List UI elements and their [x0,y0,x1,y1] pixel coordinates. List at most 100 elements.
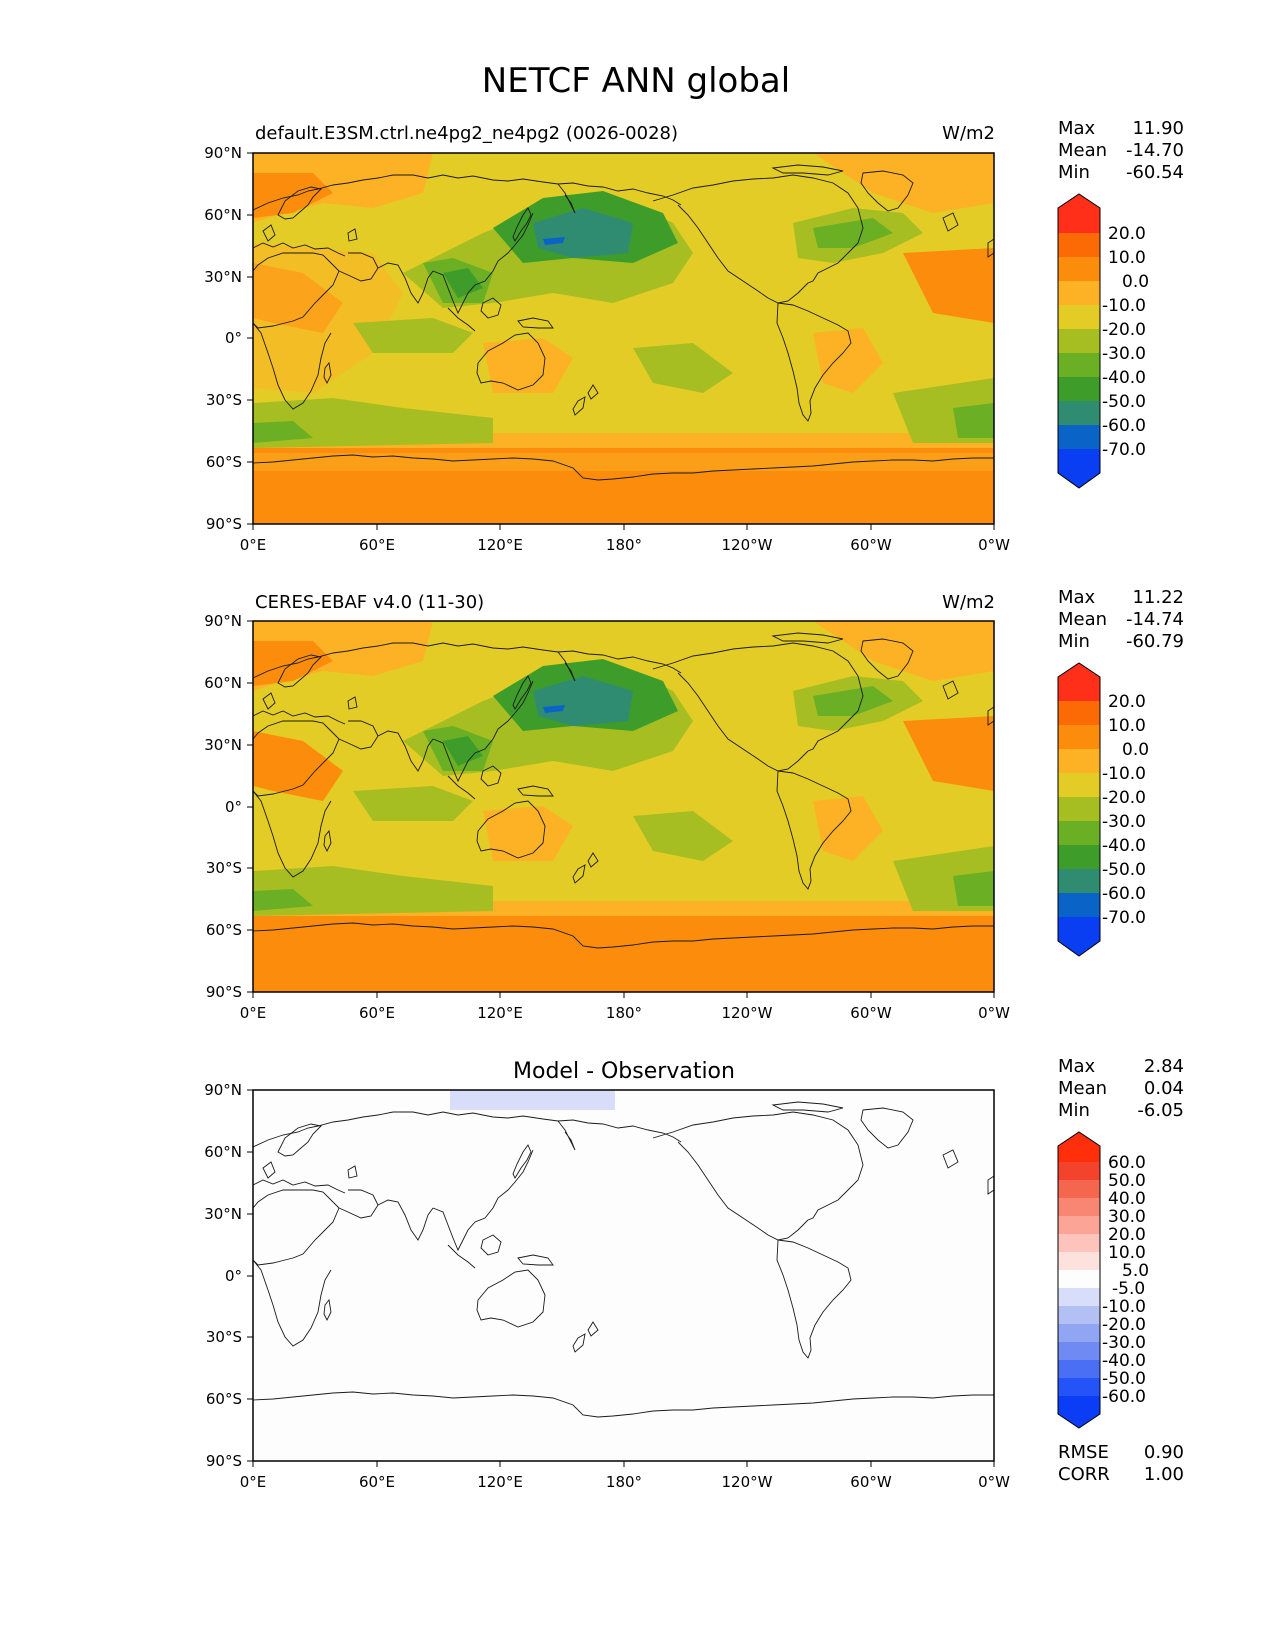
colorbar-swatch [1058,869,1100,894]
lon-tick-label: 0°W [978,1004,1010,1022]
lat-tick-label: 90°S [206,983,242,1001]
colorbar-swatch [1058,353,1100,378]
colorbar-tick-label: 10.0 [1108,248,1146,268]
colorbar: 20.0 10.0 0.0 -10.0 -20.0 -30.0 -40.0 -5… [1057,193,1149,489]
lat-axis: 90°N 60°N 30°N 0° 30°S 60°S 90°S [204,612,253,1001]
colorbar-swatches [1058,663,1100,956]
colorbar-tick-label: -20.0 [1102,320,1146,340]
lat-tick-label: 30°N [204,736,242,754]
colorbar-swatch [1058,1252,1100,1271]
lon-tick-label: 180° [606,1473,642,1491]
colorbar-swatch [1058,401,1100,426]
stat-value: 2.84 [1144,1056,1184,1077]
lon-tick-label: 0°E [240,1004,267,1022]
colorbar-tick-label: -20.0 [1102,788,1146,808]
stat-value: -6.05 [1137,1100,1184,1121]
colorbar-outline [1057,1131,1101,1429]
panel-test: default.E3SM.ctrl.ne4pg2_ne4pg2 (0026-00… [204,118,1184,554]
colorbar-swatches [1058,194,1100,488]
colorbar-swatch [1058,281,1100,306]
lat-tick-label: 30°N [204,1205,242,1223]
stat-label: CORR [1058,1464,1110,1485]
colorbar-swatch [1058,1180,1100,1199]
lat-tick-label: 90°S [206,1452,242,1470]
lon-tick-label: 0°W [978,536,1010,554]
lon-tick-label: 120°E [477,1004,523,1022]
colorbar-outline [1057,662,1101,957]
colorbar-extend-bottom [1058,449,1100,488]
lat-axis: 90°N 60°N 30°N 0° 30°S 60°S 90°S [204,1081,253,1470]
colorbar-tick-label: -40.0 [1102,1351,1146,1371]
colorbar-extend-bottom [1058,917,1100,956]
colorbar-swatch [1058,1288,1100,1307]
colorbar-swatch [1058,305,1100,330]
colorbar-swatch [1058,1234,1100,1253]
colorbar-tick-label: -30.0 [1102,812,1146,832]
stat-label: Mean [1058,609,1107,630]
colorbar-tick-label: 30.0 [1108,1207,1146,1227]
colorbar-tick-label: -40.0 [1102,368,1146,388]
colorbar-swatch [1058,773,1100,798]
colorbar-swatch [1058,1162,1100,1181]
colorbar-extend-bottom [1058,1396,1100,1428]
stat-value: 0.04 [1144,1078,1184,1099]
lat-tick-label: 90°S [206,515,242,533]
stat-label: Min [1058,162,1090,183]
lon-tick-label: 60°E [359,1473,395,1491]
panel-ref: CERES-EBAF v4.0 (11-30) W/m2 [204,587,1184,1022]
lon-tick-label: 60°W [850,1004,892,1022]
stat-label: Mean [1058,140,1107,161]
colorbar-tick-label: -60.0 [1102,416,1146,436]
lat-tick-label: 60°N [204,206,242,224]
lon-tick-label: 180° [606,1004,642,1022]
colorbar-swatch [1058,425,1100,450]
lat-tick-label: 90°N [204,144,242,162]
lat-tick-label: 30°S [206,1328,242,1346]
colorbar: 20.0 10.0 0.0 -10.0 -20.0 -30.0 -40.0 -5… [1057,662,1149,957]
colorbar-tick-label: -20.0 [1102,1315,1146,1335]
lat-tick-label: 30°S [206,859,242,877]
panel-left-title: default.E3SM.ctrl.ne4pg2_ne4pg2 (0026-00… [255,123,678,144]
lon-tick-label: 60°W [850,1473,892,1491]
lat-tick-label: 0° [225,798,242,816]
lat-tick-label: 30°N [204,268,242,286]
panel-units: W/m2 [942,592,995,613]
colorbar-extend-top [1058,194,1100,233]
lat-axis: 90°N 60°N 30°N 0° 30°S 60°S 90°S [204,144,253,533]
panel-center-title: Model - Observation [513,1059,735,1084]
colorbar-tick-label: -50.0 [1102,392,1146,412]
colorbar-tick-label: -40.0 [1102,836,1146,856]
stat-value: 11.22 [1132,587,1184,608]
lon-tick-label: 120°W [722,1473,773,1491]
stat-value: -60.54 [1126,162,1184,183]
map-field [253,153,994,524]
lat-tick-label: 60°N [204,674,242,692]
rmse-corr-block: RMSE 0.90 CORR 1.00 [1058,1442,1184,1485]
lon-axis: 0°E 60°E 120°E 180° 120°W 60°W 0°W [240,1461,1010,1491]
lat-tick-label: 30°S [206,391,242,409]
stats-block: Max 2.84 Mean 0.04 Min -6.05 [1058,1056,1184,1121]
colorbar-swatches [1058,1132,1100,1428]
colorbar-tick-label: -30.0 [1102,1333,1146,1353]
stat-label: Max [1058,1056,1096,1077]
colorbar-tick-label: -50.0 [1102,1369,1146,1389]
colorbar-tick-label: 10.0 [1108,716,1146,736]
colorbar-tick-label: 20.0 [1108,1225,1146,1245]
lat-tick-label: 60°S [206,1390,242,1408]
colorbar-extend-top [1058,663,1100,702]
colorbar-swatch [1058,821,1100,846]
colorbar-tick-label: -50.0 [1102,860,1146,880]
colorbar-swatch [1058,749,1100,774]
colorbar-swatch [1058,1360,1100,1379]
lon-tick-label: 120°W [722,1004,773,1022]
panel-left-title: CERES-EBAF v4.0 (11-30) [255,592,484,613]
colorbar-swatch [1058,233,1100,258]
colorbar-tick-label: -5.0 [1112,1279,1145,1299]
stat-value: 0.90 [1144,1442,1184,1463]
lat-tick-label: 0° [225,1267,242,1285]
stat-label: Max [1058,118,1096,139]
colorbar-tick-label: -30.0 [1102,344,1146,364]
map-field [253,1090,994,1461]
colorbar-swatch [1058,1270,1100,1289]
colorbar-tick-label: 60.0 [1108,1153,1146,1173]
